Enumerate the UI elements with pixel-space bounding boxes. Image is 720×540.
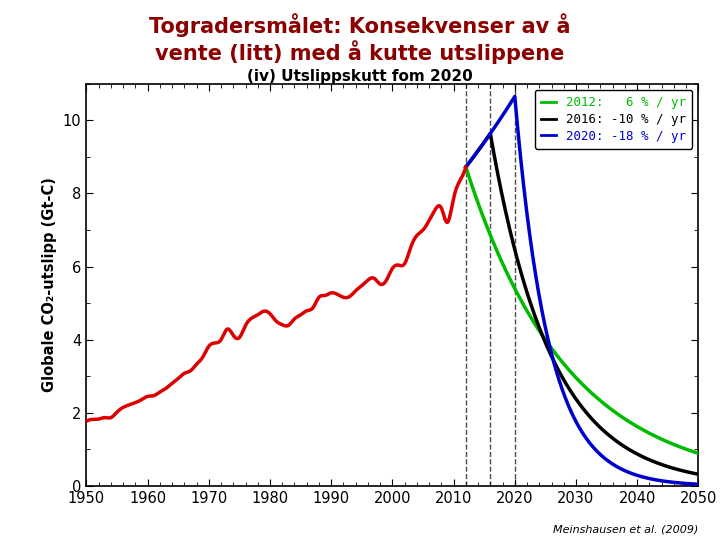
Y-axis label: Globale CO₂-utslipp (Gt-C): Globale CO₂-utslipp (Gt-C) bbox=[42, 178, 58, 392]
Text: Meinshausen et al. (2009): Meinshausen et al. (2009) bbox=[553, 524, 698, 535]
Text: vente (litt) med å kutte utslippene: vente (litt) med å kutte utslippene bbox=[156, 40, 564, 64]
Legend: 2012:   6 % / yr, 2016: -10 % / yr, 2020: -18 % / yr: 2012: 6 % / yr, 2016: -10 % / yr, 2020: … bbox=[535, 90, 692, 149]
Text: (iv) Utslippskutt fom 2020: (iv) Utslippskutt fom 2020 bbox=[247, 69, 473, 84]
Text: Togradersmålet: Konsekvenser av å: Togradersmålet: Konsekvenser av å bbox=[149, 14, 571, 37]
